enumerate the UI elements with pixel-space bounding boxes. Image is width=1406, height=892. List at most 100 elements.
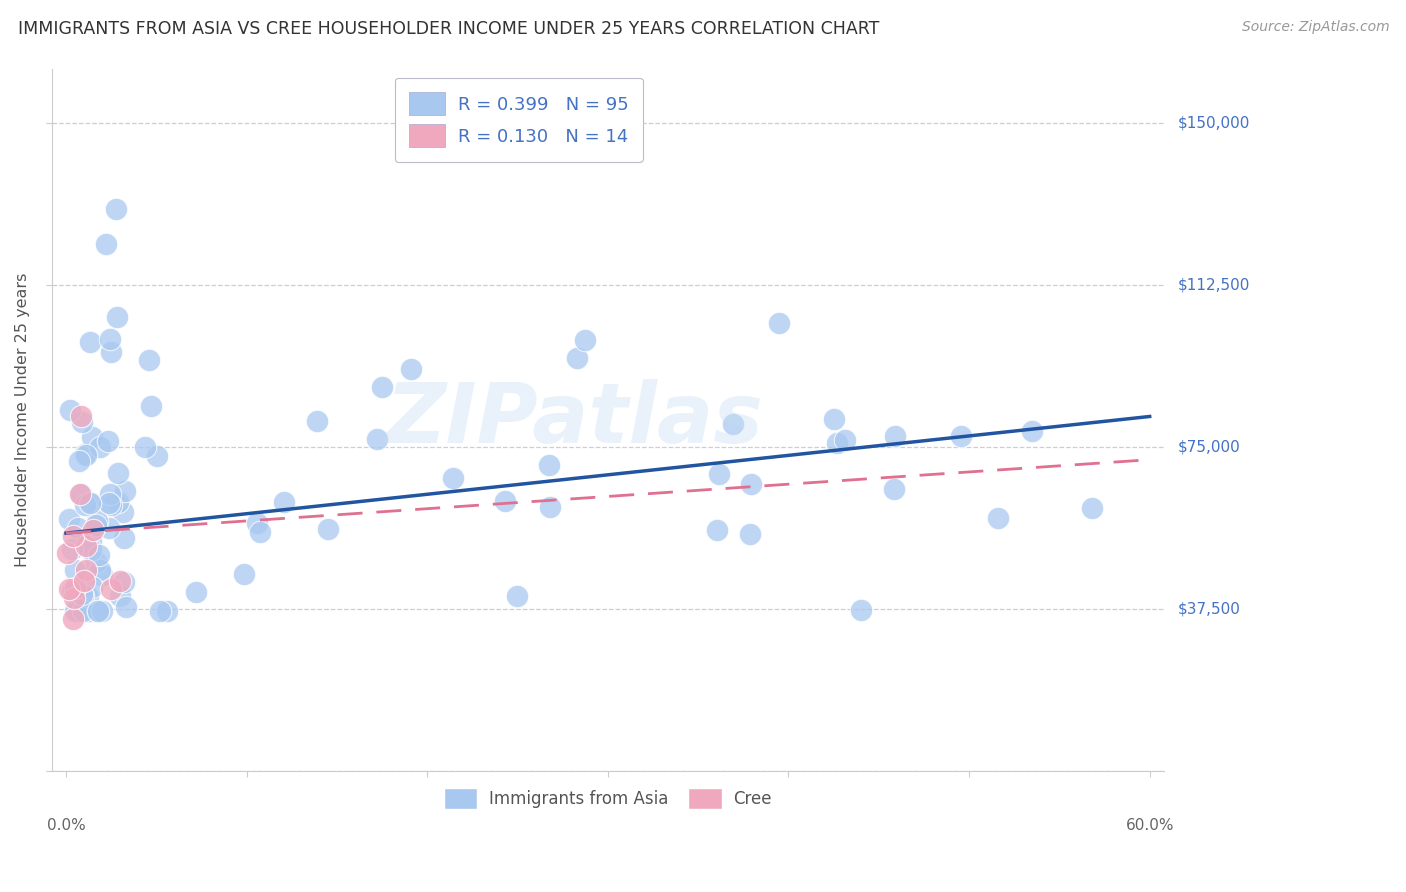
Point [146, 449, 169, 463]
Point [84, 555, 107, 569]
Point [494, 494, 516, 508]
Point [108, 589, 131, 603]
Point [60, 584, 83, 599]
Point [86, 604, 108, 618]
Point [63, 563, 86, 577]
Point [80, 580, 103, 594]
Point [538, 500, 561, 514]
Point [60, 542, 83, 557]
Point [574, 333, 596, 347]
Point [141, 400, 163, 414]
Point [107, 495, 129, 509]
Point [186, 585, 208, 599]
Point [59, 402, 82, 417]
Point [768, 316, 790, 330]
Point [98, 487, 121, 501]
Point [79, 496, 101, 510]
Point [823, 412, 845, 426]
Text: 0.0%: 0.0% [46, 819, 86, 833]
Text: $150,000: $150,000 [1178, 115, 1250, 130]
Point [72, 601, 94, 615]
Point [307, 413, 329, 427]
Point [65, 581, 87, 595]
Point [246, 516, 269, 531]
Point [249, 524, 271, 539]
Point [80, 542, 103, 557]
Point [72, 589, 94, 603]
Point [537, 458, 560, 473]
Point [89, 563, 111, 577]
Point [233, 566, 256, 581]
Point [97, 521, 120, 535]
Point [70, 487, 93, 501]
Point [740, 477, 762, 491]
Point [98, 332, 121, 346]
Point [443, 471, 465, 485]
Point [80, 496, 103, 510]
Point [370, 380, 392, 394]
Point [1021, 425, 1043, 439]
Point [565, 351, 588, 366]
Point [70, 409, 93, 424]
Point [100, 582, 122, 597]
Point [73, 498, 96, 512]
Point [75, 563, 97, 577]
Point [66, 521, 89, 535]
Point [80, 604, 103, 618]
Y-axis label: Householder Income Under 25 years: Householder Income Under 25 years [15, 273, 30, 567]
Text: $37,500: $37,500 [1178, 601, 1241, 616]
Point [77, 590, 100, 604]
Point [112, 505, 135, 519]
Point [62, 611, 84, 625]
Point [84, 517, 107, 532]
Text: $75,000: $75,000 [1178, 439, 1240, 454]
Point [70, 415, 93, 429]
Point [1080, 500, 1102, 515]
Text: Source: ZipAtlas.com: Source: ZipAtlas.com [1241, 20, 1389, 34]
Point [97, 434, 120, 448]
Point [273, 495, 295, 509]
Point [58, 512, 80, 526]
Point [100, 344, 122, 359]
Point [156, 604, 179, 618]
Text: IMMIGRANTS FROM ASIA VS CREE HOUSEHOLDER INCOME UNDER 25 YEARS CORRELATION CHART: IMMIGRANTS FROM ASIA VS CREE HOUSEHOLDER… [18, 20, 880, 37]
Text: $112,500: $112,500 [1178, 277, 1250, 293]
Point [79, 334, 101, 349]
Point [89, 440, 111, 454]
Point [80, 430, 103, 444]
Point [105, 310, 128, 324]
Point [80, 534, 103, 549]
Point [138, 353, 160, 368]
Point [883, 482, 905, 496]
Point [316, 522, 339, 536]
Point [825, 435, 848, 450]
Point [63, 604, 86, 618]
Point [115, 599, 138, 614]
Point [112, 574, 135, 589]
Point [104, 202, 127, 216]
Point [75, 540, 97, 554]
Point [740, 527, 762, 541]
Point [366, 432, 388, 446]
Point [721, 417, 744, 431]
Legend: Immigrants from Asia, Cree: Immigrants from Asia, Cree [437, 781, 779, 815]
Point [82, 523, 104, 537]
Point [100, 498, 122, 512]
Point [73, 574, 96, 588]
Point [67, 454, 90, 468]
Point [72, 604, 94, 618]
Point [62, 529, 84, 543]
Point [77, 604, 100, 618]
Point [94, 236, 117, 251]
Point [706, 523, 728, 537]
Point [112, 531, 135, 545]
Text: 60.0%: 60.0% [1125, 819, 1174, 833]
Point [72, 586, 94, 600]
Point [87, 604, 110, 618]
Point [134, 441, 156, 455]
Point [87, 548, 110, 562]
Point [66, 604, 89, 618]
Point [58, 582, 80, 597]
Point [75, 448, 97, 462]
Point [86, 514, 108, 528]
